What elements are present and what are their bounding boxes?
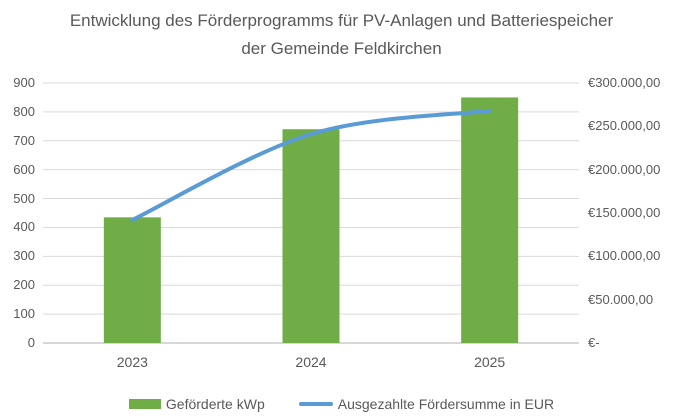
y-axis-left-tick-label: 500 bbox=[13, 190, 35, 206]
legend-item-gefoerderte-kwp: Geförderte kWp bbox=[128, 396, 265, 412]
y-axis-right-tick-label: €300.000,00 bbox=[588, 75, 661, 90]
y-axis-left-tick-label: 300 bbox=[13, 248, 35, 264]
chart-title: Entwicklung des Förderprogramms für PV-A… bbox=[69, 11, 614, 58]
legend-label-line-series: Ausgezahlte Fördersumme in EUR bbox=[337, 396, 555, 412]
bar-series-swatch bbox=[128, 399, 161, 409]
bar-2024 bbox=[282, 129, 340, 343]
x-axis-label-2024: 2024 bbox=[295, 354, 327, 370]
legend-label-bar-series: Geförderte kWp bbox=[165, 396, 265, 412]
y-axis-right-tick-label: €200.000,00 bbox=[588, 161, 661, 177]
bar-2023 bbox=[103, 217, 161, 343]
line-series-swatch bbox=[298, 402, 333, 406]
y-axis-right-tick-label: €50.000,00 bbox=[588, 291, 654, 307]
y-axis-left-tick-label: 0 bbox=[27, 335, 35, 350]
legend: Geförderte kWp Ausgezahlte Fördersumme i… bbox=[0, 393, 683, 415]
y-axis-right-tick-label: €- bbox=[588, 335, 600, 350]
y-axis-left-tick-label: 700 bbox=[13, 132, 35, 148]
y-axis-left-tick-label: 900 bbox=[13, 75, 35, 90]
y-axis-right-tick-label: €150.000,00 bbox=[588, 205, 661, 220]
y-axis-left-tick-label: 800 bbox=[13, 103, 35, 119]
y-axis-left-tick-label: 400 bbox=[13, 219, 35, 235]
legend-item-ausgezahlte-foerdersumme: Ausgezahlte Fördersumme in EUR bbox=[298, 396, 555, 412]
y-axis-left-tick-label: 100 bbox=[13, 306, 35, 322]
bar-2025 bbox=[461, 97, 519, 343]
y-axis-left-tick-label: 600 bbox=[13, 161, 35, 177]
x-axis-label-2025: 2025 bbox=[474, 354, 506, 370]
y-axis-right-tick-label: €250.000,00 bbox=[588, 118, 661, 134]
x-axis-label-2023: 2023 bbox=[116, 354, 148, 370]
trend-line-ausgezahlte-f-rdersumme-in-eur bbox=[130, 108, 492, 222]
y-axis-left-tick-label: 200 bbox=[13, 277, 35, 293]
y-axis-right-tick-label: €100.000,00 bbox=[588, 248, 661, 264]
